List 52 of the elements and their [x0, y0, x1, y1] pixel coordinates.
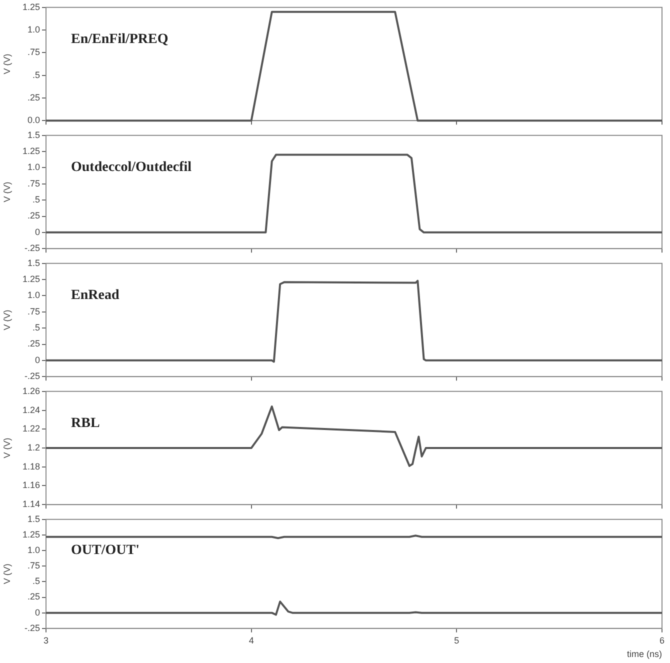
text: EnRead [71, 288, 120, 303]
x-tick-label: 6 [659, 635, 665, 646]
y-tick-label: 1.24 [22, 404, 40, 415]
text: Outdeccol/Outdecfil [71, 160, 192, 175]
y-tick-label: 1.14 [22, 499, 40, 510]
y-tick-label: .25 [27, 210, 40, 221]
y-tick-label: 1.0 [27, 162, 40, 172]
y-tick-label: 1.2 [27, 442, 40, 452]
text: RBL [71, 416, 100, 431]
y-tick-label: .75 [27, 178, 40, 188]
y-tick-label: .25 [27, 592, 40, 602]
x-tick-label: 4 [248, 635, 254, 646]
y-tick-label: -.25 [24, 622, 40, 633]
y-tick-label: 1.5 [27, 258, 40, 268]
y-tick-label: .5 [32, 70, 40, 80]
y-tick-label: 1.25 [22, 274, 40, 284]
y-tick-label: 0 [34, 607, 40, 618]
y-tick-label: .25 [27, 338, 40, 349]
y-tick-label: 1.0 [27, 24, 40, 35]
y-tick-label: 0 [34, 354, 40, 365]
y-tick-label: 1.5 [27, 130, 40, 140]
y-tick-label: .5 [32, 194, 40, 205]
y-tick-label: 0 [34, 226, 40, 237]
y-axis-title: V (V) [2, 310, 12, 330]
text: En/EnFil/PREQ [71, 32, 168, 47]
y-tick-label: .75 [27, 306, 40, 316]
y-axis-title: V (V) [2, 438, 12, 458]
y-tick-label: 1.25 [22, 146, 40, 156]
y-tick-label: 1.5 [27, 514, 40, 524]
y-tick-label: .75 [27, 560, 40, 571]
y-tick-label: 0.0 [27, 115, 40, 126]
text: OUT/OUT' [71, 542, 140, 558]
y-tick-label: 1.16 [22, 480, 40, 490]
y-tick-label: 1.25 [22, 2, 40, 12]
y-tick-label: 1.25 [22, 529, 40, 540]
y-tick-label: .5 [32, 576, 40, 586]
y-tick-label: .75 [27, 47, 40, 58]
y-tick-label: 1.18 [22, 461, 40, 472]
y-axis-title: V (V) [2, 564, 12, 584]
y-tick-label: .25 [27, 92, 40, 102]
y-tick-label: .5 [32, 322, 40, 333]
y-tick-label: -.25 [24, 243, 40, 254]
y-axis-title: V (V) [2, 182, 12, 202]
y-tick-label: -.25 [24, 371, 40, 382]
x-tick-label: 3 [43, 635, 49, 646]
x-tick-label: 5 [454, 635, 460, 646]
y-tick-label: 1.0 [27, 545, 40, 556]
x-axis-title: time (ns) [626, 649, 662, 660]
y-axis-title: V (V) [2, 54, 12, 74]
y-tick-label: 1.26 [22, 386, 40, 396]
y-tick-label: 1.0 [27, 290, 40, 300]
y-tick-label: 1.22 [22, 424, 40, 434]
